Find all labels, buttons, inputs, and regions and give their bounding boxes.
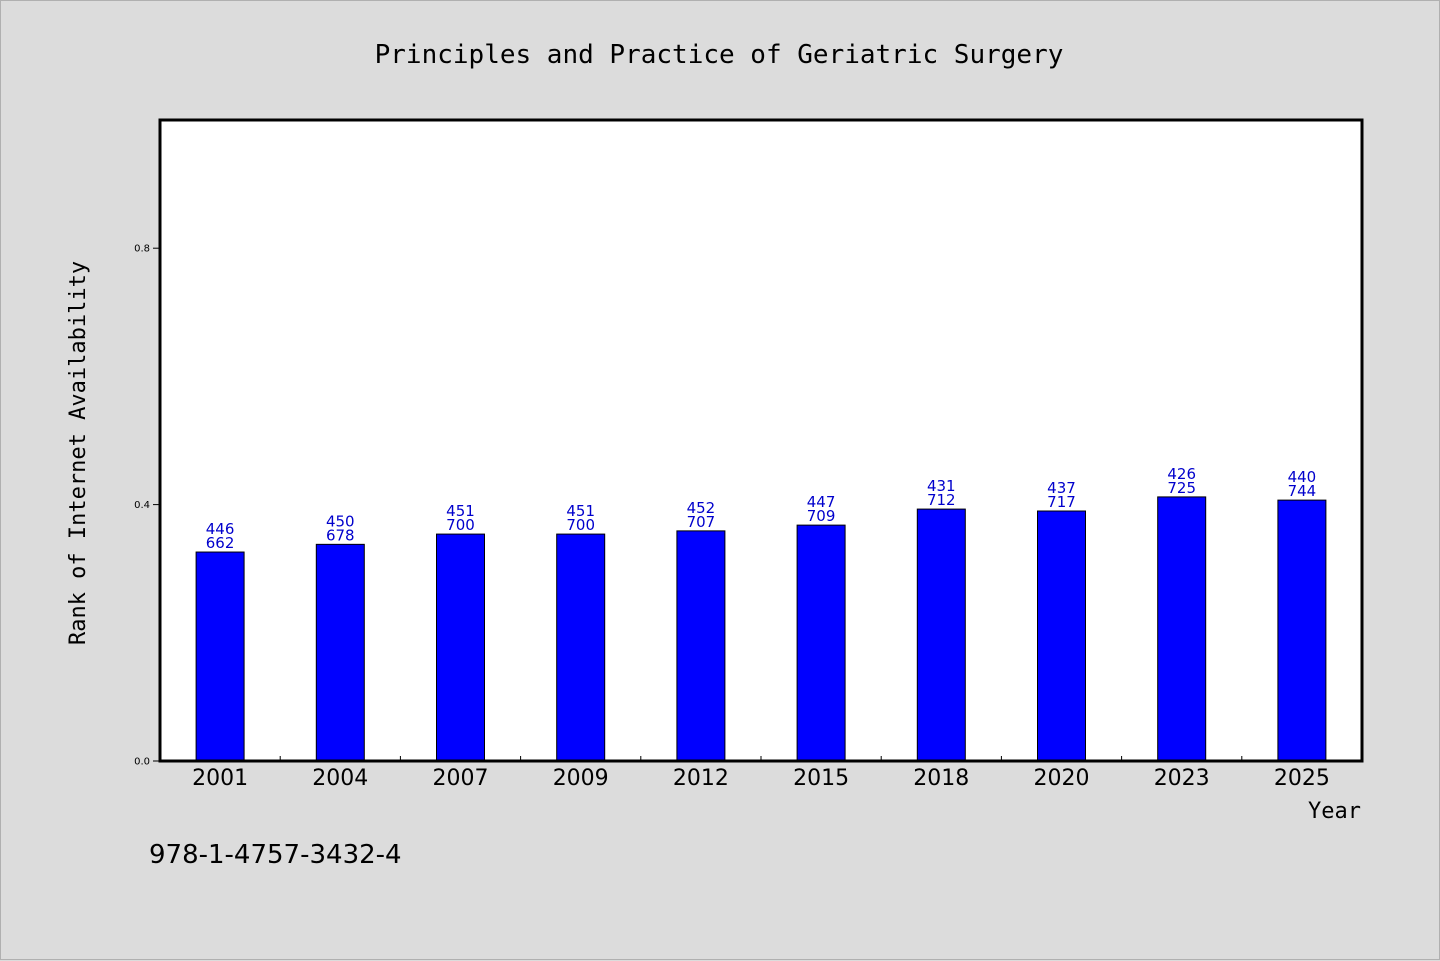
bar-2012 (676, 530, 726, 762)
y-tick-label: 0.0 (134, 757, 150, 768)
data-label-top: 452 (687, 499, 716, 517)
x-tick-label: 2012 (673, 766, 729, 791)
x-axis-label: Year (1308, 799, 1361, 824)
x-tick-label: 2007 (433, 766, 489, 791)
x-tick-label: 2009 (553, 766, 609, 791)
x-axis-categories: 2001 2004 2007 2009 2012 2015 2018 2020 2023 2025 (192, 766, 1330, 791)
data-label-top: 426 (1167, 465, 1196, 483)
x-tick-label: 2018 (913, 766, 969, 791)
chart-title: Principles and Practice of Geriatric Sur… (375, 40, 1064, 70)
data-label-bottom: 717 (1047, 493, 1076, 511)
data-label-top: 447 (807, 493, 836, 511)
bar-2007 (436, 533, 485, 762)
data-label-bottom: 744 (1288, 482, 1317, 500)
data-label-top: 451 (566, 502, 595, 520)
data-label-bottom: 709 (807, 507, 836, 525)
data-label-bottom: 712 (927, 491, 956, 509)
bar-2001 (195, 551, 245, 762)
data-label-bottom: 678 (326, 526, 355, 544)
bar-2020 (1037, 510, 1086, 762)
x-tick-label: 2020 (1034, 766, 1090, 791)
bar-2025 (1277, 499, 1327, 762)
bar-2004 (315, 543, 365, 762)
data-label-top: 450 (326, 512, 355, 530)
x-tick-label: 2023 (1154, 766, 1210, 791)
data-label-bottom: 700 (446, 516, 475, 534)
x-tick-label: 2001 (192, 766, 248, 791)
data-label-bottom: 725 (1167, 479, 1196, 497)
bar-2023 (1157, 496, 1207, 762)
data-label-top: 451 (446, 502, 475, 520)
bars (195, 496, 1327, 762)
isbn-text: 978-1-4757-3432-4 (149, 840, 402, 870)
y-axis-label: Rank of Internet Availability (66, 261, 91, 645)
data-label-bottom: 662 (206, 534, 235, 552)
x-tick-label: 2025 (1274, 766, 1330, 791)
data-label-bottom: 707 (687, 513, 716, 531)
data-label-bottom: 700 (566, 516, 595, 534)
plot-border (158, 118, 1364, 763)
data-label-top: 431 (927, 477, 956, 495)
data-label-top: 440 (1288, 468, 1317, 486)
y-tick-label: 0.8 (134, 244, 150, 255)
data-label-top: 446 (206, 520, 235, 538)
y-tick-label: 0.4 (134, 500, 150, 511)
bar-2018 (916, 508, 966, 762)
x-tick-label: 2015 (793, 766, 849, 791)
x-tick-label: 2004 (312, 766, 368, 791)
bar-2015 (796, 524, 846, 762)
data-label-top: 437 (1047, 479, 1076, 497)
bar-2009 (556, 533, 606, 762)
